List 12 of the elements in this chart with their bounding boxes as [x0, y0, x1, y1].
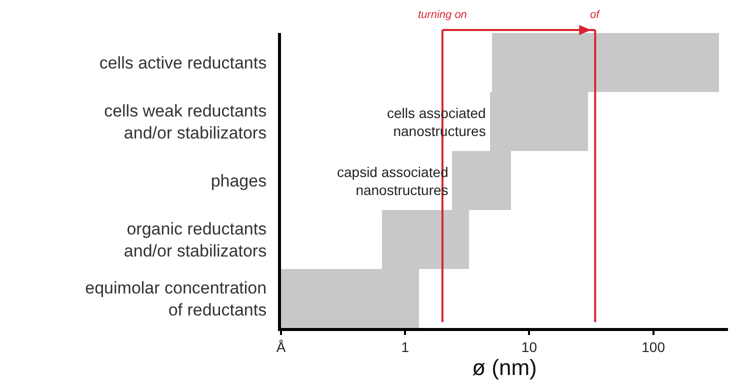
x-tick-label: Å: [276, 338, 286, 355]
ref-line-label: of: [590, 9, 600, 21]
y-tick-label: equimolar concentration of reductants: [85, 278, 267, 320]
y-tick-label: organic reductants and/or stabilizators: [124, 219, 267, 260]
x-axis-title: ø (nm): [472, 354, 537, 380]
y-tick-label: phages: [210, 171, 267, 190]
ref-line-label: turning on: [418, 9, 467, 21]
x-tick-label: 100: [642, 338, 666, 355]
y-tick-label: cells weak reductants and/or stabilizators: [104, 101, 267, 142]
x-tick-label: 1: [401, 338, 410, 355]
y-tick-label: cells active reductants: [99, 53, 267, 72]
x-tick-label: 10: [521, 338, 538, 355]
